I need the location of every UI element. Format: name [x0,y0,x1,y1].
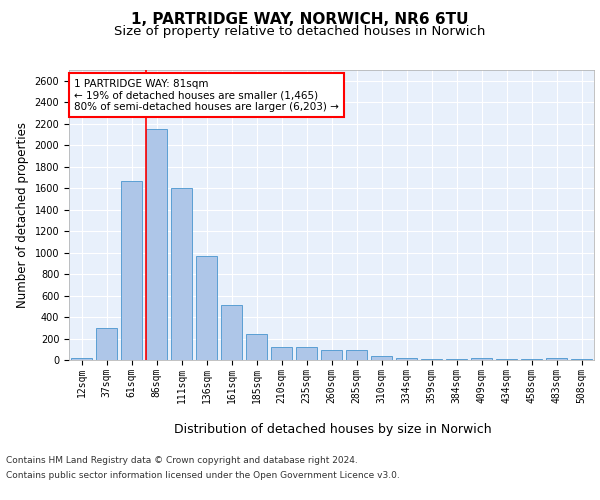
Bar [296,347,317,360]
Bar [146,129,167,360]
Y-axis label: Number of detached properties: Number of detached properties [16,122,29,308]
Bar [221,305,242,360]
Text: Distribution of detached houses by size in Norwich: Distribution of detached houses by size … [174,422,492,436]
Text: Size of property relative to detached houses in Norwich: Size of property relative to detached ho… [115,25,485,38]
Bar [96,328,117,360]
Bar [471,358,492,360]
Text: 1 PARTRIDGE WAY: 81sqm
← 19% of detached houses are smaller (1,465)
80% of semi-: 1 PARTRIDGE WAY: 81sqm ← 19% of detached… [74,78,339,112]
Bar [171,188,192,360]
Bar [371,356,392,360]
Text: Contains HM Land Registry data © Crown copyright and database right 2024.: Contains HM Land Registry data © Crown c… [6,456,358,465]
Bar [271,347,292,360]
Bar [121,180,142,360]
Bar [396,358,417,360]
Bar [246,334,267,360]
Bar [71,358,92,360]
Bar [196,256,217,360]
Bar [546,358,567,360]
Bar [346,350,367,360]
Bar [421,359,442,360]
Text: Contains public sector information licensed under the Open Government Licence v3: Contains public sector information licen… [6,471,400,480]
Bar [321,350,342,360]
Text: 1, PARTRIDGE WAY, NORWICH, NR6 6TU: 1, PARTRIDGE WAY, NORWICH, NR6 6TU [131,12,469,28]
